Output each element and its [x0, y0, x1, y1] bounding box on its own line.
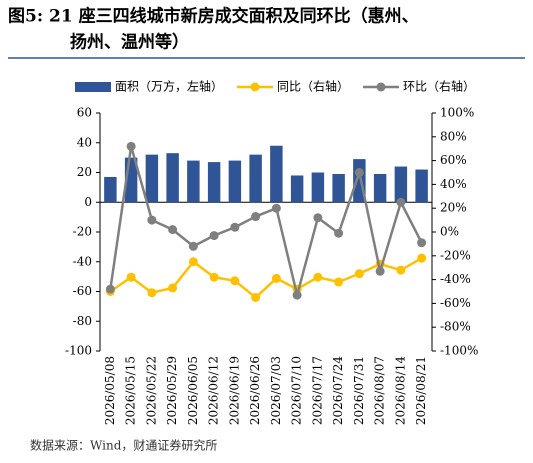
point — [375, 266, 385, 276]
point — [251, 292, 261, 302]
x-tick-label: 2026/06/19 — [227, 356, 241, 425]
point — [230, 276, 240, 286]
y2-tick-label: 100% — [440, 106, 474, 120]
line — [109, 145, 423, 296]
x-tick-label: 2026/06/12 — [207, 356, 221, 425]
y-tick-label: -80 — [73, 314, 92, 328]
y-tick-label: -100 — [65, 344, 92, 358]
point — [334, 277, 344, 287]
bar — [394, 166, 408, 203]
bar — [166, 153, 179, 203]
point — [209, 231, 219, 241]
y2-tick-label: -80% — [440, 320, 471, 334]
x-tick-label: 2026/06/05 — [186, 356, 200, 425]
point — [354, 168, 364, 177]
point — [396, 265, 406, 275]
legend-label: 同比（右轴） — [277, 79, 349, 94]
y2-tick-label: 40% — [440, 177, 467, 191]
bar — [373, 173, 387, 203]
legend-swatch — [250, 82, 260, 92]
y-tick-label: 0 — [84, 195, 92, 209]
bar — [270, 145, 283, 203]
bar — [415, 169, 428, 203]
x-tick-label: 2026/05/22 — [144, 356, 158, 425]
x-tick-label: 2026/08/14 — [393, 356, 407, 426]
x-tick-label: 2026/08/07 — [373, 356, 387, 425]
point — [313, 213, 323, 223]
y-tick-label: -60 — [73, 284, 92, 298]
point — [334, 228, 344, 238]
y-tick-label: -20 — [73, 225, 92, 239]
point — [230, 222, 240, 232]
legend-swatch — [376, 82, 386, 92]
point — [126, 272, 136, 282]
point — [168, 225, 178, 235]
point — [147, 215, 157, 225]
y2-tick-label: 60% — [440, 153, 467, 167]
y-tick-label: 20 — [77, 165, 92, 179]
x-tick-label: 2026/07/10 — [290, 356, 304, 425]
point — [396, 197, 406, 207]
x-tick-label: 2026/05/29 — [165, 356, 179, 425]
point — [292, 290, 302, 300]
point — [354, 269, 364, 279]
chart-title: 扬州、温州等） — [70, 32, 189, 53]
point — [271, 203, 281, 213]
x-tick-label: 2026/07/17 — [310, 356, 324, 425]
point — [147, 288, 157, 298]
bar — [228, 160, 242, 203]
point — [126, 141, 136, 151]
x-tick-label: 2026/08/21 — [414, 356, 428, 425]
x-tick-label: 2026/07/31 — [352, 356, 366, 425]
y-tick-label: 60 — [77, 106, 92, 120]
point — [188, 241, 198, 251]
point — [417, 253, 427, 263]
y2-tick-label: -40% — [440, 272, 471, 286]
y2-tick-label: -20% — [440, 248, 471, 262]
point — [209, 272, 219, 282]
x-tick-label: 2026/07/24 — [331, 356, 345, 426]
y2-tick-label: 80% — [440, 129, 467, 143]
point — [417, 238, 427, 248]
chart-title: 图5: 21 座三四线城市新房成交面积及同环比（惠州、 — [8, 6, 419, 27]
line — [109, 257, 423, 300]
legend-label: 面积（万方，左轴） — [115, 79, 223, 94]
point — [168, 283, 178, 293]
point — [271, 273, 281, 283]
y-tick-label: -40 — [73, 254, 92, 268]
x-tick-label: 2026/05/08 — [103, 356, 117, 425]
y2-tick-label: -60% — [440, 296, 471, 310]
y2-tick-label: 20% — [440, 201, 467, 215]
bar — [104, 176, 117, 203]
bar — [145, 154, 159, 203]
source-note: 数据来源：Wind，财通证券研究所 — [30, 438, 217, 453]
bar — [207, 162, 221, 203]
legend-label: 环比（右轴） — [403, 79, 475, 94]
bar — [249, 154, 262, 203]
y2-tick-label: 0% — [440, 225, 459, 239]
y-tick-label: 40 — [77, 135, 92, 149]
point — [313, 272, 323, 282]
point — [105, 284, 115, 294]
bar — [290, 175, 304, 203]
y2-tick-label: -100% — [440, 344, 478, 358]
point — [251, 212, 261, 222]
bar — [332, 173, 345, 203]
bar — [311, 172, 325, 203]
x-tick-label: 2026/07/03 — [269, 356, 283, 425]
legend-swatch — [75, 82, 111, 92]
x-tick-label: 2026/05/15 — [124, 356, 138, 425]
bar — [187, 160, 200, 203]
point — [188, 257, 198, 267]
x-tick-label: 2026/06/26 — [248, 356, 262, 425]
